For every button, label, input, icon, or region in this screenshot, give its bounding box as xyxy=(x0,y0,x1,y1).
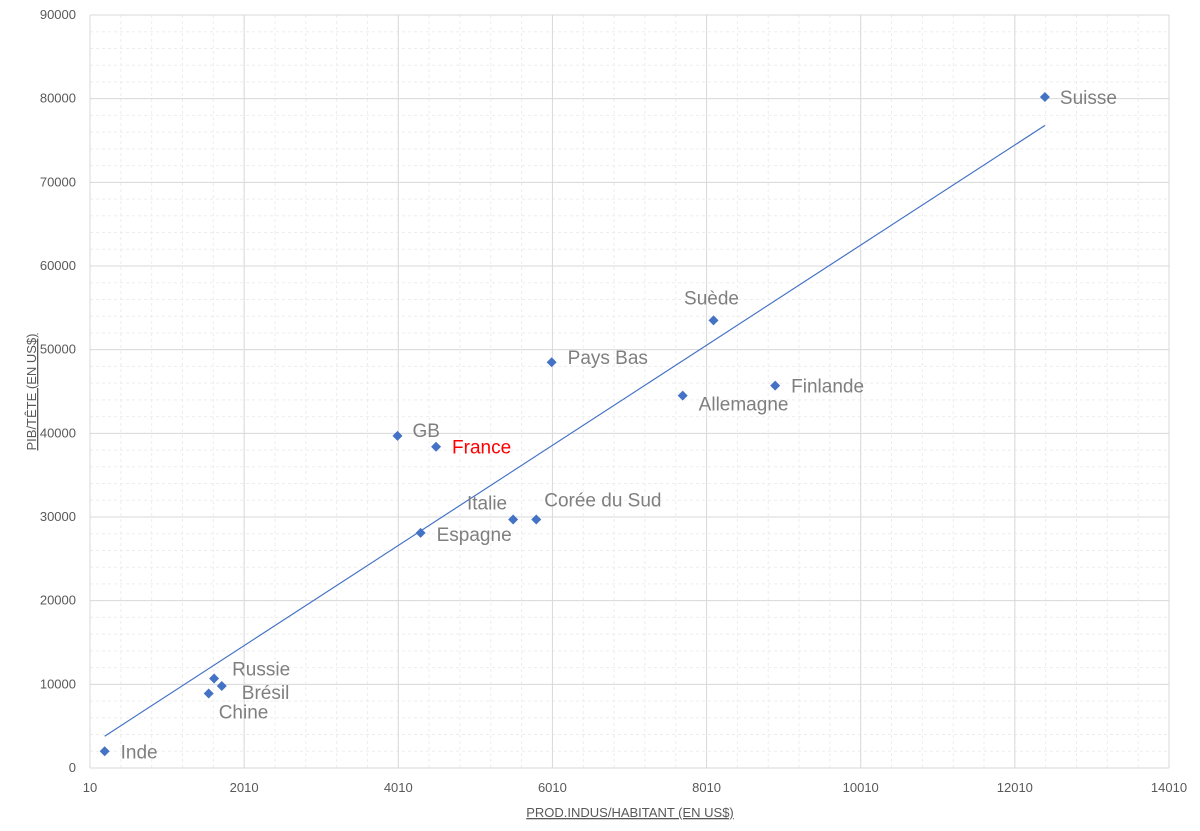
x-tick-label: 14010 xyxy=(1151,780,1187,795)
data-point xyxy=(216,681,227,692)
y-tick-label: 50000 xyxy=(40,342,76,357)
data-point xyxy=(531,514,542,525)
point-label: Corée du Sud xyxy=(544,491,661,512)
point-label: Inde xyxy=(121,742,158,763)
y-tick-label: 40000 xyxy=(40,425,76,440)
data-point xyxy=(99,746,110,757)
data-point xyxy=(203,688,214,699)
point-label: Russie xyxy=(232,659,290,680)
point-label: Brésil xyxy=(242,683,290,704)
data-point xyxy=(431,441,442,452)
minor-grid xyxy=(89,14,1170,769)
x-axis-title: PROD.INDUS/HABITANT (EN US$) xyxy=(526,805,734,820)
point-label: Italie xyxy=(467,494,507,515)
x-tick-label: 12010 xyxy=(997,780,1033,795)
y-tick-label: 70000 xyxy=(40,174,76,189)
y-tick-label: 10000 xyxy=(40,676,76,691)
x-axis-ticks: 10 2010 4010 6010 8010 10010 12010 14010 xyxy=(83,780,1187,795)
trendline xyxy=(104,124,1046,737)
point-label: Suède xyxy=(684,288,739,309)
y-tick-label: 80000 xyxy=(40,91,76,106)
data-points xyxy=(99,91,1050,757)
y-tick-label: 30000 xyxy=(40,509,76,524)
y-tick-label: 60000 xyxy=(40,258,76,273)
data-point xyxy=(546,357,557,368)
x-tick-label: 10010 xyxy=(843,780,879,795)
x-tick-label: 4010 xyxy=(384,780,413,795)
x-tick-label: 8010 xyxy=(692,780,721,795)
data-point xyxy=(392,430,403,441)
point-labels: Inde Chine Russie Brésil GB Espagne France Ital… xyxy=(121,88,1117,763)
y-axis-title: PIB/TÊTE (EN US$) xyxy=(24,333,39,450)
data-point xyxy=(415,527,426,538)
point-label: Allemagne xyxy=(699,395,789,416)
y-tick-label: 90000 xyxy=(40,7,76,22)
y-tick-label: 20000 xyxy=(40,593,76,608)
data-point xyxy=(770,380,781,391)
data-point xyxy=(508,514,519,525)
point-label: Finlande xyxy=(791,377,864,398)
y-axis-ticks: 0 10000 20000 30000 40000 50000 60000 70000 8000… xyxy=(40,7,76,775)
data-point xyxy=(677,390,688,401)
x-tick-label: 10 xyxy=(83,780,97,795)
point-label: Espagne xyxy=(437,525,512,546)
data-point xyxy=(209,673,220,684)
data-point xyxy=(1039,91,1050,102)
major-grid xyxy=(89,14,1170,769)
data-point xyxy=(708,315,719,326)
x-tick-label: 6010 xyxy=(538,780,567,795)
y-tick-label: 0 xyxy=(69,760,76,775)
point-label: Pays Bas xyxy=(568,348,648,369)
point-label: GB xyxy=(413,421,440,442)
x-tick-label: 2010 xyxy=(230,780,259,795)
point-label: Chine xyxy=(219,703,269,724)
point-label: Suisse xyxy=(1060,88,1117,109)
point-label: France xyxy=(452,438,511,459)
